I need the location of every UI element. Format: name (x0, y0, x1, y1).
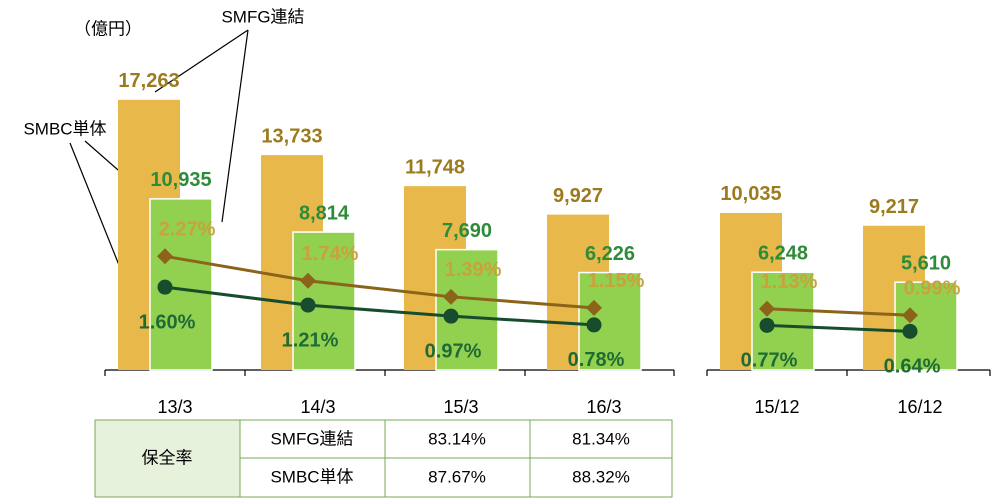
table: 保全率 SMFG連結 83.14% 81.34% SMBC単体 87.67% 8… (94, 419, 673, 498)
marker (157, 279, 173, 295)
data-label: 6,248 (758, 243, 808, 265)
table-cell: 83.14% (428, 429, 486, 448)
data-label: 1.21% (282, 329, 339, 351)
marker (443, 288, 459, 305)
marker (157, 248, 173, 265)
marker (759, 300, 775, 317)
data-label: 9,217 (869, 196, 919, 218)
x-tick-label: 13/3 (157, 397, 192, 417)
x-tick-label: 16/12 (897, 397, 942, 417)
table-grid (239, 419, 673, 498)
marker (759, 317, 775, 333)
marker (586, 299, 602, 316)
data-label: 7,690 (442, 220, 492, 242)
table-cell: 81.34% (572, 429, 630, 448)
x-tick-label: 15/12 (754, 397, 799, 417)
data-label: 1.60% (139, 311, 196, 333)
data-label: 1.74% (302, 243, 359, 265)
marker (586, 317, 602, 333)
marker (300, 272, 316, 289)
data-label: 0.78% (568, 349, 625, 371)
bar (435, 248, 499, 371)
line (164, 285, 911, 333)
table-header-cell (94, 419, 241, 498)
data-label: 9,927 (553, 185, 603, 207)
annotation: SMBC単体 (23, 119, 106, 138)
data-label: 1.39% (445, 259, 502, 281)
data-label: 0.97% (425, 340, 482, 362)
data-label: 1.15% (588, 270, 645, 292)
data-label: 17,263 (118, 70, 179, 92)
x-tick-label: 16/3 (586, 397, 621, 417)
data-label: 8,814 (299, 202, 350, 224)
data-label: 6,226 (585, 243, 635, 265)
table-cell: 87.67% (428, 467, 486, 486)
line (164, 254, 911, 317)
data-label: 1.13% (761, 271, 818, 293)
data-label: 13,733 (261, 125, 322, 147)
table-cell: SMFG連結 (270, 429, 353, 448)
data-label: 0.77% (741, 350, 798, 372)
data-label: 11,748 (405, 156, 465, 178)
data-label: 0.64% (884, 356, 941, 378)
table-cell: SMBC単体 (270, 467, 353, 486)
x-tick-label: 15/3 (443, 397, 478, 417)
data-label: 5,610 (901, 252, 951, 274)
table-header: 保全率 (142, 448, 193, 467)
data-label: 0.99% (904, 278, 961, 300)
data-label: 10,935 (150, 169, 211, 191)
unit-label: （億円） (74, 19, 142, 38)
data-label: 2.27% (159, 219, 216, 241)
marker (902, 307, 918, 324)
annotation: SMFG連結 (221, 7, 304, 26)
marker (902, 323, 918, 339)
marker (443, 308, 459, 324)
data-label: 10,035 (720, 183, 781, 205)
table-cell: 88.32% (572, 467, 630, 486)
x-tick-label: 14/3 (300, 397, 335, 417)
marker (300, 297, 316, 313)
